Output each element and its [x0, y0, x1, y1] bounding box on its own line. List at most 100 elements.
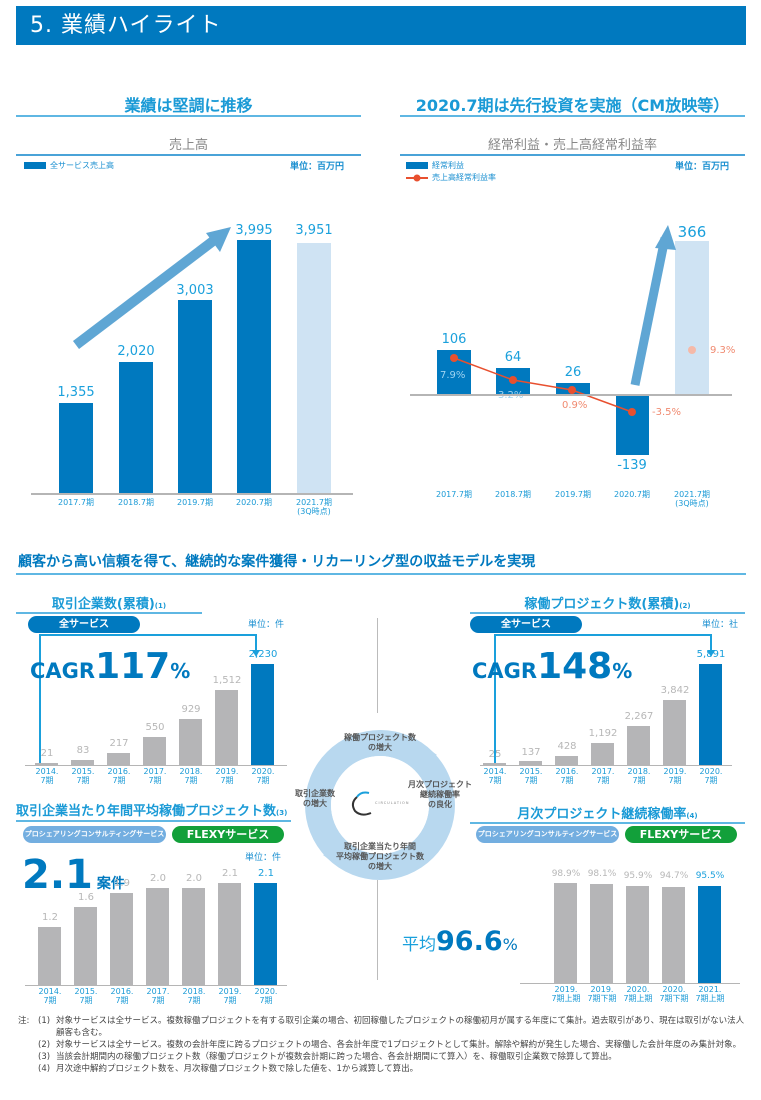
- avg-projects-title-divider: [16, 820, 291, 822]
- bar: [663, 700, 686, 765]
- x-axis: [31, 493, 353, 495]
- sales-unit: 単位：百万円: [290, 162, 345, 172]
- avg-projects-service1-pill: プロシェアリングコンサルティングサービス: [23, 826, 166, 843]
- footnote-indent: [18, 1039, 38, 1051]
- footnote-indent: [18, 1063, 38, 1075]
- value-label: 64: [504, 350, 522, 365]
- cagr-prefix: CAGR: [472, 659, 538, 683]
- retention-chart: 98.9% 98.1% 95.9% 94.7% 95.5% 2019. 7期上期…: [520, 860, 750, 1010]
- cycle-step-right: 月次プロジェクト 継続稼働率 の良化: [408, 780, 472, 809]
- sales-subtitle-divider: [16, 154, 361, 156]
- value-label: 3,951: [295, 223, 333, 238]
- model-headline-divider: [16, 573, 746, 575]
- cagr-bracket-icon: [494, 634, 715, 765]
- value-label: 98.1%: [587, 869, 617, 879]
- value-label: 1.9: [114, 878, 130, 889]
- x-tick: 2019. 7期: [215, 767, 239, 785]
- value-label: 5,891: [696, 649, 726, 660]
- x-tick: 2018. 7期: [179, 767, 203, 785]
- value-label: 1.6: [78, 892, 94, 903]
- value-label: 95.9%: [623, 871, 653, 881]
- x-tick: 2016. 7期: [555, 767, 579, 785]
- footnote-num: (3): [38, 1052, 51, 1062]
- recovery-arrow-icon: [655, 225, 676, 250]
- x-tick: 2018. 7期: [182, 987, 206, 1005]
- legend-label-ratio: 売上高経常利益率: [432, 173, 496, 182]
- bar: [215, 690, 238, 765]
- value-label: 2,020: [117, 344, 155, 359]
- clients-title-divider: [16, 612, 202, 614]
- x-tick: 2020.7期: [236, 498, 272, 507]
- value-label: 929: [181, 704, 201, 715]
- ratio-label: 7.9%: [440, 370, 466, 381]
- avg-projects-big-value: 2.1 案件: [22, 852, 125, 898]
- footnote-text: 対象サービスは全サービス。複数の会計年度に跨るプロジェクトの場合、各会計年度で1…: [56, 1040, 742, 1050]
- avg-projects-title: 取引企業当たり年間平均稼働プロジェクト数(3): [16, 800, 296, 819]
- retention-average: 平均96.6%: [402, 926, 518, 957]
- clients-title: 取引企業数(累積)(1): [16, 593, 202, 612]
- avg-projects-unit: 単位：件: [245, 853, 282, 863]
- ratio-label: 9.3%: [710, 345, 736, 356]
- bar: [146, 888, 169, 985]
- x-axis: [520, 983, 740, 984]
- x-tick: 2019.7期: [177, 498, 213, 507]
- bar: [626, 886, 649, 983]
- x-tick: 2016. 7期: [107, 767, 131, 785]
- x-tick: 2020. 7期: [699, 767, 723, 785]
- value-label: 137: [521, 747, 541, 758]
- sales-headline: 業績は堅調に推移: [124, 96, 253, 115]
- cycle-arrows-icon: [305, 730, 455, 880]
- retention-service2-pill: FLEXYサービス: [625, 826, 737, 843]
- avg-suffix: %: [502, 935, 518, 954]
- value-label: 2.0: [186, 873, 202, 884]
- clients-cagr: CAGR117%: [30, 646, 190, 687]
- bar: [179, 719, 202, 765]
- retention-title: 月次プロジェクト継続稼働率(4): [470, 803, 745, 822]
- value-label: 25: [488, 749, 502, 760]
- sales-headline-divider: [16, 115, 361, 117]
- cagr-suffix: %: [612, 659, 633, 683]
- bar-2017: [59, 403, 93, 493]
- projects-unit: 単位：社: [702, 620, 739, 630]
- bar: [182, 888, 205, 985]
- footnote-indent: [18, 1051, 38, 1063]
- avg-projects-chart: 2.1 案件 1.2 1.6 1.9 2.0 2.0 2.1 2.1 2014. …: [10, 840, 290, 1010]
- legend-label-sales: 全サービス売上高: [50, 161, 114, 170]
- footnote-prefix: 注:: [18, 1016, 30, 1026]
- footnote-num: (4): [38, 1064, 51, 1074]
- x-tick: 2016. 7期: [110, 987, 134, 1005]
- legend-line-marker-icon: [406, 174, 428, 181]
- x-tick: 2017. 7期: [146, 987, 170, 1005]
- bar-2019: [178, 300, 212, 493]
- bar: [38, 927, 61, 985]
- clients-title-text: 取引企業数(累積): [51, 597, 155, 612]
- projects-title-text: 稼働プロジェクト数(累積): [524, 597, 680, 612]
- value-label: 2,267: [624, 711, 654, 722]
- bar: [519, 761, 542, 765]
- retention-note-ref: (4): [686, 812, 698, 820]
- circulation-cycle-diagram: CIRCULATION 稼働プロジェクト数 の増大 月次プロジェクト 継続稼働率…: [295, 725, 472, 885]
- value-label: 95.5%: [695, 871, 725, 881]
- x-tick: 2017.7期: [436, 490, 472, 499]
- x-tick: 2019.7期: [555, 490, 591, 499]
- x-tick: 2017. 7期: [143, 767, 167, 785]
- value-label: 21: [40, 748, 54, 759]
- value-label: 2.1: [222, 868, 238, 879]
- value-label: -139: [617, 458, 647, 473]
- value-label: 3,842: [660, 685, 690, 696]
- retention-service1-pill: プロシェアリングコンサルティングサービス: [476, 826, 619, 843]
- profit-headline-divider: [400, 115, 745, 117]
- x-tick: 2017. 7期: [591, 767, 615, 785]
- cycle-step-bottom: 取引企業当たり年間 平均稼働プロジェクト数 の増大: [336, 842, 424, 871]
- bar: [590, 884, 613, 983]
- avg-projects-service2-pill: FLEXYサービス: [172, 826, 284, 843]
- bar-highlight: [251, 664, 274, 765]
- value-label: 94.7%: [659, 871, 689, 881]
- divider-vertical-top: [377, 618, 378, 713]
- footnote-text: 月次途中解約プロジェクト数を、月次稼働プロジェクト数で除した値を、1から減算して…: [56, 1064, 419, 1074]
- cagr-value: 117: [95, 646, 171, 687]
- projects-chart: CAGR148% 25 137 428 1,192 2,267 3,842 5,…: [465, 630, 755, 810]
- profit-chart: 106 64 26 -139 366 7.9% 3.2% 0.9% -3.5% …: [400, 200, 750, 520]
- value-label: 83: [76, 745, 90, 756]
- x-tick: 2014. 7期: [38, 987, 62, 1005]
